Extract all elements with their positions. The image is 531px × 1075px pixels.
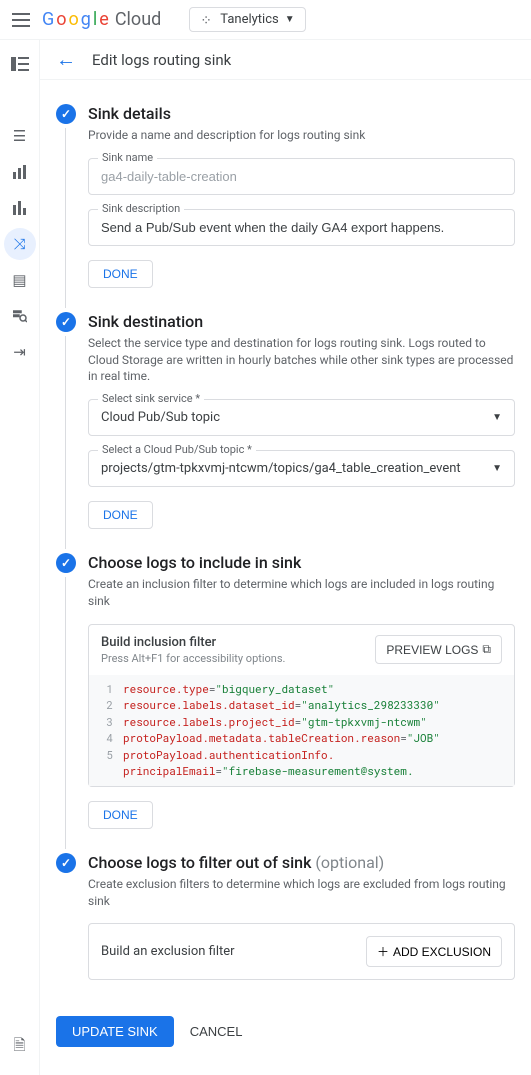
- section-title: Choose logs to include in sink: [88, 553, 515, 572]
- section-exclude-logs: ✓ Choose logs to filter out of sink (opt…: [56, 853, 515, 981]
- section-title: Sink details: [88, 104, 515, 123]
- left-rail: ☰ ⤨ ▤ ⇥ 🗎: [0, 40, 40, 1075]
- menu-icon[interactable]: [12, 13, 30, 27]
- page-header: ← Edit logs routing sink: [40, 40, 531, 80]
- logo-cloud-text: Cloud: [115, 9, 161, 30]
- section-desc: Provide a name and description for logs …: [88, 127, 515, 144]
- rail-metrics-icon[interactable]: [4, 156, 36, 188]
- back-arrow-icon[interactable]: ←: [56, 47, 76, 72]
- section-sink-details: ✓ Sink details Provide a name and descri…: [56, 104, 515, 288]
- bottom-actions: UPDATE SINK CANCEL: [56, 1004, 515, 1059]
- done-button[interactable]: DONE: [88, 501, 153, 529]
- section-include-logs: ✓ Choose logs to include in sink Create …: [56, 553, 515, 829]
- cancel-button[interactable]: CANCEL: [190, 1024, 243, 1039]
- update-sink-button[interactable]: UPDATE SINK: [56, 1016, 174, 1047]
- rail-bars-icon[interactable]: [4, 192, 36, 224]
- check-icon: ✓: [56, 553, 76, 573]
- rail-list-icon[interactable]: ☰: [4, 120, 36, 152]
- caret-down-icon: ▼: [492, 412, 502, 423]
- preview-label: PREVIEW LOGS: [386, 643, 478, 657]
- caret-down-icon: ▼: [285, 14, 295, 25]
- project-icon: [200, 13, 214, 27]
- check-icon: ✓: [56, 104, 76, 124]
- filter-subtitle: Press Alt+F1 for accessibility options.: [101, 652, 285, 665]
- sink-name-label: Sink name: [98, 151, 157, 164]
- exclusion-label: Build an exclusion filter: [101, 944, 235, 959]
- project-name: Tanelytics: [220, 12, 278, 27]
- code-editor[interactable]: 1resource.type="bigquery_dataset" 2resou…: [89, 675, 514, 786]
- section-desc: Select the service type and destination …: [88, 335, 515, 385]
- rail-search-icon[interactable]: [4, 300, 36, 332]
- rail-collapse-icon[interactable]: [4, 48, 36, 80]
- sink-service-value: Cloud Pub/Sub topic: [101, 410, 220, 425]
- sink-topic-value: projects/gtm-tpkxvmj-ntcwm/topics/ga4_ta…: [101, 461, 461, 476]
- done-button[interactable]: DONE: [88, 260, 153, 288]
- section-sink-destination: ✓ Sink destination Select the service ty…: [56, 312, 515, 529]
- exclusion-box: Build an exclusion filter ＋ ADD EXCLUSIO…: [88, 923, 515, 980]
- add-exclusion-label: ADD EXCLUSION: [393, 945, 491, 959]
- inclusion-filter-box: Build inclusion filter Press Alt+F1 for …: [88, 624, 515, 787]
- done-button[interactable]: DONE: [88, 801, 153, 829]
- rail-router-icon[interactable]: ⤨: [4, 228, 36, 260]
- sink-desc-label: Sink description: [98, 202, 184, 215]
- project-selector[interactable]: Tanelytics ▼: [189, 7, 305, 32]
- rail-notes-icon[interactable]: 🗎: [4, 1031, 36, 1063]
- section-title: Sink destination: [88, 312, 515, 331]
- section-desc: Create exclusion filters to determine wh…: [88, 876, 515, 910]
- plus-icon: ＋: [377, 943, 389, 960]
- check-icon: ✓: [56, 853, 76, 873]
- add-exclusion-button[interactable]: ＋ ADD EXCLUSION: [366, 936, 502, 967]
- section-desc: Create an inclusion filter to determine …: [88, 576, 515, 610]
- logo[interactable]: Google Cloud: [42, 9, 161, 30]
- caret-down-icon: ▼: [492, 463, 502, 474]
- external-link-icon: ⧉: [482, 642, 491, 657]
- sink-service-label: Select sink service *: [98, 392, 204, 405]
- page-title: Edit logs routing sink: [92, 51, 231, 69]
- preview-logs-button[interactable]: PREVIEW LOGS ⧉: [375, 635, 502, 664]
- optional-label: (optional): [315, 853, 384, 872]
- sink-topic-label: Select a Cloud Pub/Sub topic *: [98, 443, 256, 456]
- filter-title: Build inclusion filter: [101, 635, 285, 650]
- check-icon: ✓: [56, 312, 76, 332]
- section-title: Choose logs to filter out of sink (optio…: [88, 853, 515, 872]
- rail-storage-icon[interactable]: ▤: [4, 264, 36, 296]
- top-bar: Google Cloud Tanelytics ▼: [0, 0, 531, 40]
- rail-import-icon[interactable]: ⇥: [4, 336, 36, 368]
